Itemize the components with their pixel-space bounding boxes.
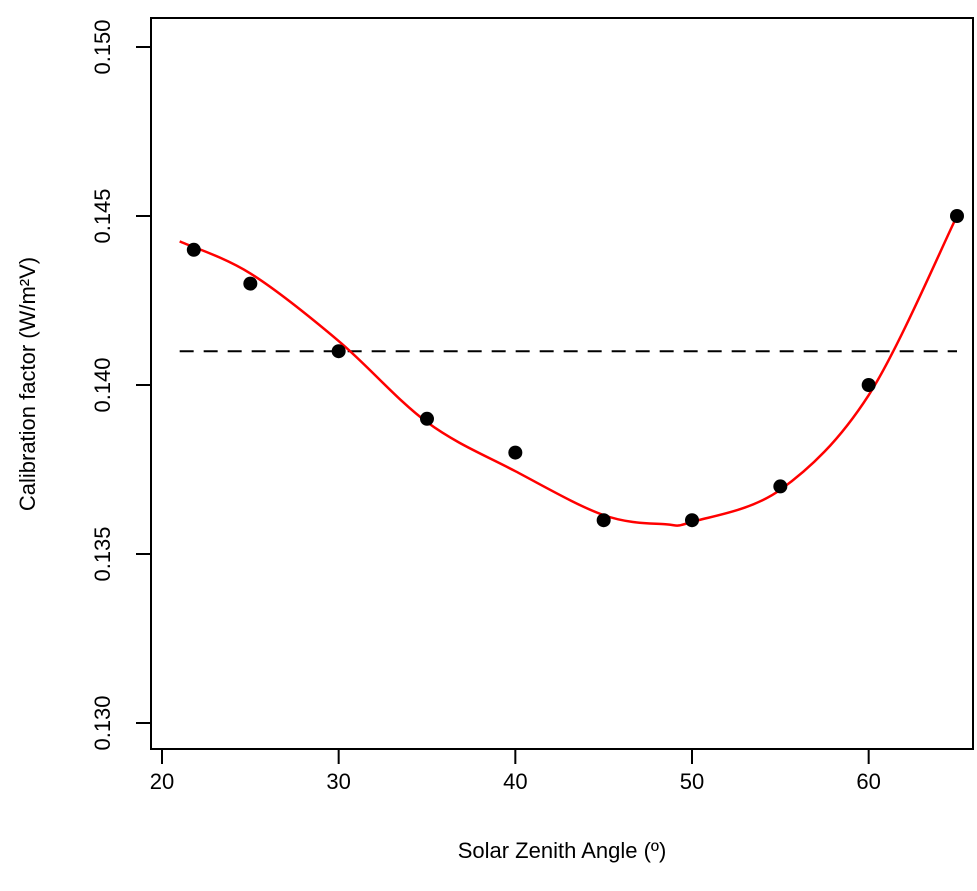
y-axis-title: Calibration factor (W/m²V) bbox=[15, 257, 40, 511]
y-tick-label: 0.150 bbox=[90, 19, 115, 74]
y-tick-label: 0.130 bbox=[90, 695, 115, 750]
x-tick-label: 40 bbox=[503, 769, 527, 794]
data-point bbox=[861, 378, 876, 392]
y-tick-label: 0.145 bbox=[90, 188, 115, 243]
y-tick-label: 0.135 bbox=[90, 526, 115, 581]
y-tick-label: 0.140 bbox=[90, 357, 115, 412]
data-point bbox=[773, 479, 788, 494]
x-axis-title: Solar Zenith Angle (º) bbox=[458, 838, 667, 863]
data-point bbox=[596, 513, 611, 528]
x-tick-label: 30 bbox=[326, 769, 350, 794]
x-tick-label: 60 bbox=[856, 769, 880, 794]
fit-curve bbox=[179, 215, 959, 527]
data-point bbox=[685, 513, 699, 528]
data-point bbox=[186, 242, 201, 257]
x-tick-label: 20 bbox=[150, 769, 174, 794]
data-point bbox=[331, 344, 346, 359]
y-axis: 0.130 0.135 0.140 0.145 0.150 bbox=[90, 19, 152, 751]
data-point bbox=[508, 445, 523, 460]
x-axis: 20 30 40 50 60 bbox=[150, 748, 881, 794]
x-tick-label: 50 bbox=[680, 769, 704, 794]
plot-frame bbox=[150, 17, 974, 750]
data-point bbox=[243, 276, 258, 291]
data-point bbox=[950, 209, 964, 223]
data-point bbox=[420, 411, 434, 426]
series-layer bbox=[179, 209, 964, 528]
